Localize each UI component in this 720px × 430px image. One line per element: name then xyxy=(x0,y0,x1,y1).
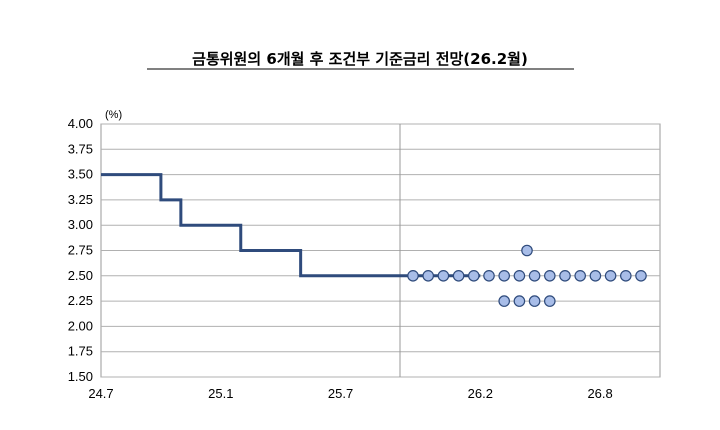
projection-dot xyxy=(437,269,450,282)
gridlines xyxy=(101,123,660,378)
projection-dot xyxy=(498,295,510,307)
projection-dot xyxy=(528,295,541,307)
projection-dot xyxy=(619,269,632,282)
projection-dot xyxy=(589,269,602,282)
x-tick-label: 25.1 xyxy=(208,386,233,401)
projection-dot xyxy=(543,295,556,307)
projection-dot xyxy=(498,269,510,282)
y-tick-label: 2.75 xyxy=(68,243,93,258)
x-tick-label: 25.7 xyxy=(328,386,353,401)
projection-dot xyxy=(604,269,617,282)
projection-dot xyxy=(528,269,541,282)
chart-title: 금통위원의 6개월 후 조건부 기준금리 전망(26.2월) xyxy=(192,50,528,68)
y-tick-label: 3.50 xyxy=(68,167,93,182)
x-axis: 24.7 25.1 25.7 26.2 26.8 xyxy=(88,386,612,401)
unit-label: (%) xyxy=(105,109,122,121)
projection-dot xyxy=(513,295,526,307)
rate-step-line xyxy=(101,173,481,278)
projection-dot xyxy=(559,269,571,282)
y-tick-label: 3.75 xyxy=(68,141,93,156)
projection-dot xyxy=(513,269,526,282)
projection-dot xyxy=(574,269,586,282)
projection-dot xyxy=(483,269,495,282)
y-tick-label: 2.25 xyxy=(68,293,93,308)
y-tick-label: 2.50 xyxy=(68,268,93,283)
y-tick-label: 2.00 xyxy=(68,318,93,333)
projection-dot xyxy=(635,269,647,282)
projection-dot xyxy=(521,244,533,257)
projection-dot xyxy=(452,269,465,282)
projection-dot xyxy=(422,269,434,282)
x-tick-label: 26.2 xyxy=(468,386,493,401)
y-tick-label: 1.75 xyxy=(68,344,93,359)
x-tick-label: 26.8 xyxy=(587,386,612,401)
x-tick-label: 24.7 xyxy=(88,386,113,401)
projection-dot xyxy=(407,269,419,282)
projection-dot xyxy=(467,269,480,282)
y-tick-label: 4.00 xyxy=(68,116,93,131)
projection-dot xyxy=(543,269,556,282)
series xyxy=(101,173,647,307)
y-tick-label: 3.25 xyxy=(68,192,93,207)
y-axis: 4.00 3.75 3.50 3.25 3.00 2.75 2.50 2.25 2.00 1.75… xyxy=(68,116,93,384)
y-tick-label: 3.00 xyxy=(68,217,93,232)
y-tick-label: 1.50 xyxy=(68,369,93,384)
